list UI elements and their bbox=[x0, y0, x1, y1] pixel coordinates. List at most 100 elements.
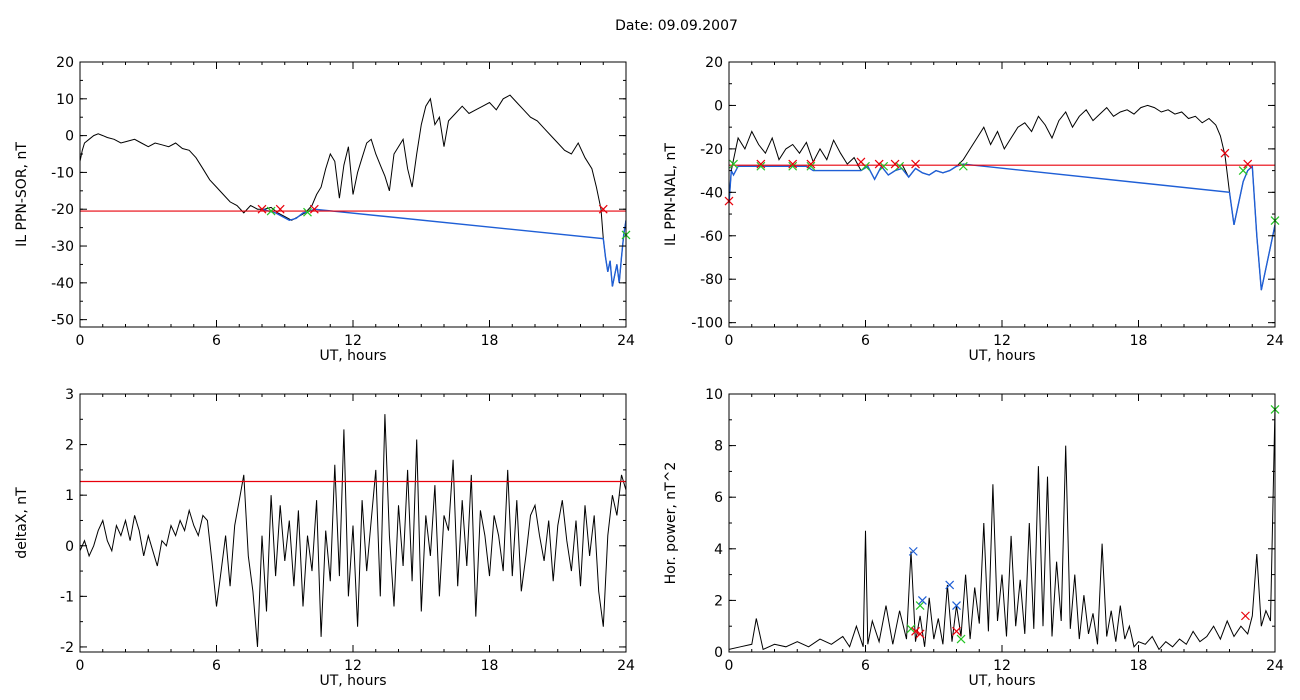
marker-green-stroke bbox=[266, 206, 276, 216]
plot-area bbox=[729, 104, 1275, 291]
marker-green-stroke bbox=[788, 161, 798, 171]
marker-blue bbox=[908, 546, 918, 556]
marker-green bbox=[303, 207, 312, 217]
marker-blue-stroke bbox=[917, 595, 927, 605]
plot-frame bbox=[79, 393, 627, 653]
y-tick-label: -20 bbox=[700, 142, 723, 158]
y-tick-label: 10 bbox=[705, 387, 723, 403]
series-line bbox=[729, 406, 1275, 651]
y-tick-label: 2 bbox=[714, 593, 723, 609]
plot-frame bbox=[728, 61, 1276, 328]
x-tick-label: 18 bbox=[1130, 333, 1148, 349]
marker-red bbox=[257, 204, 267, 214]
y-tick-label: 0 bbox=[714, 98, 723, 114]
chart-panel-2: 0 6 12 18 24 -100 -80 -60 -40 -20 0 20 UT, hours IL P… bbox=[663, 55, 1284, 364]
marker-blue-stroke bbox=[908, 546, 918, 556]
y-tick-label: -40 bbox=[700, 185, 723, 201]
marker-red bbox=[952, 626, 961, 636]
y-tick-label: -50 bbox=[51, 313, 74, 329]
marker-red bbox=[911, 159, 920, 169]
marker-blue-stroke bbox=[952, 601, 961, 610]
x-tick-label: 24 bbox=[1266, 658, 1284, 674]
y-tick-label: 2 bbox=[65, 438, 74, 454]
marker-red bbox=[309, 204, 319, 214]
marker-green bbox=[729, 159, 738, 169]
plot-frame bbox=[79, 61, 627, 328]
x-axis-label: UT, hours bbox=[319, 673, 386, 689]
marker-red-stroke bbox=[911, 159, 920, 169]
subset-line bbox=[729, 163, 1275, 291]
marker-green-stroke bbox=[958, 161, 968, 171]
x-tick-label: 24 bbox=[617, 658, 635, 674]
marker-red-stroke bbox=[257, 204, 267, 214]
x-axis-label: UT, hours bbox=[968, 673, 1035, 689]
plot-area bbox=[80, 414, 626, 647]
y-axis-label: IL PPN-NAL, nT bbox=[663, 143, 679, 246]
y-tick-label: 4 bbox=[714, 542, 723, 558]
y-axis-label: Hor. power, nT^2 bbox=[663, 462, 679, 585]
marker-blue bbox=[945, 580, 955, 590]
x-tick-label: 12 bbox=[344, 658, 362, 674]
marker-red-stroke bbox=[874, 159, 884, 169]
y-tick-label: -40 bbox=[51, 276, 74, 292]
marker-red-stroke bbox=[756, 159, 766, 169]
marker-red-stroke bbox=[1241, 611, 1250, 621]
marker-blue bbox=[917, 595, 927, 605]
x-tick-label: 0 bbox=[76, 658, 85, 674]
marker-green bbox=[1238, 166, 1248, 176]
marker-red-stroke bbox=[309, 204, 319, 214]
y-tick-label: -30 bbox=[51, 239, 74, 255]
date-label: Date: 09.09.2007 bbox=[615, 18, 738, 34]
marker-red-stroke bbox=[806, 159, 816, 169]
y-tick-label: 10 bbox=[56, 92, 74, 108]
marker-red bbox=[788, 159, 798, 169]
marker-green bbox=[806, 161, 816, 171]
marker-green bbox=[879, 161, 889, 171]
marker-blue-stroke bbox=[945, 580, 955, 590]
marker-red-stroke bbox=[915, 629, 925, 639]
plot-frame bbox=[728, 393, 1276, 653]
marker-green bbox=[956, 634, 966, 644]
marker-green-stroke bbox=[956, 634, 966, 644]
y-tick-label: -2 bbox=[60, 640, 74, 656]
x-tick-label: 6 bbox=[212, 333, 221, 349]
y-tick-label: 3 bbox=[65, 387, 74, 403]
x-tick-label: 24 bbox=[617, 333, 635, 349]
y-tick-label: 20 bbox=[56, 55, 74, 71]
marker-red bbox=[890, 159, 900, 169]
marker-red-stroke bbox=[856, 157, 866, 167]
marker-red-stroke bbox=[275, 204, 285, 214]
subset-line bbox=[261, 208, 626, 287]
series-line bbox=[80, 414, 626, 647]
marker-red-stroke bbox=[911, 626, 920, 636]
y-tick-label: -10 bbox=[51, 165, 74, 181]
x-tick-label: 6 bbox=[861, 658, 870, 674]
marker-green-stroke bbox=[1238, 166, 1248, 176]
marker-green bbox=[915, 601, 925, 610]
x-axis-label: UT, hours bbox=[319, 348, 386, 364]
marker-red-stroke bbox=[598, 204, 608, 214]
marker-green bbox=[756, 161, 766, 171]
y-axis-label: deltaX, nT bbox=[14, 487, 30, 559]
x-axis-label: UT, hours bbox=[968, 348, 1035, 364]
marker-green bbox=[266, 206, 276, 216]
series-line bbox=[729, 104, 1275, 291]
marker-green-stroke bbox=[303, 207, 312, 217]
marker-red-stroke bbox=[890, 159, 900, 169]
marker-green bbox=[958, 161, 968, 171]
y-tick-label: -100 bbox=[691, 316, 723, 332]
x-tick-label: 12 bbox=[993, 333, 1011, 349]
marker-red bbox=[806, 159, 816, 169]
x-tick-label: 12 bbox=[993, 658, 1011, 674]
marker-green-stroke bbox=[906, 624, 916, 634]
marker-red bbox=[756, 159, 766, 169]
y-tick-label: 20 bbox=[705, 55, 723, 71]
x-tick-label: 12 bbox=[344, 333, 362, 349]
series-line bbox=[80, 94, 626, 287]
y-tick-label: -60 bbox=[700, 229, 723, 245]
marker-green-stroke bbox=[729, 159, 738, 169]
marker-green-stroke bbox=[806, 161, 816, 171]
marker-red bbox=[275, 204, 285, 214]
